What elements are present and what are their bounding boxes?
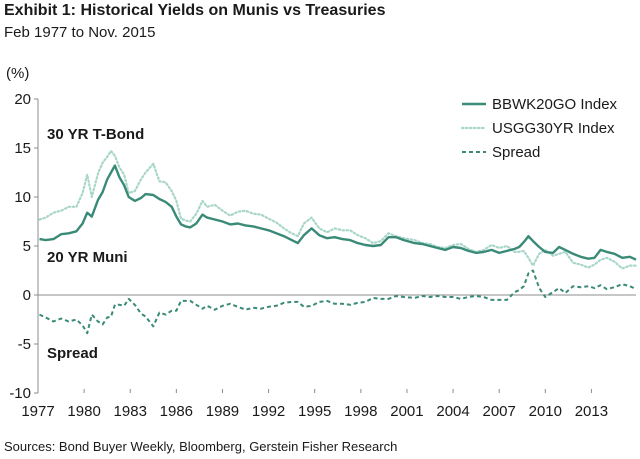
source-note: Sources: Bond Buyer Weekly, Bloomberg, G… xyxy=(4,439,398,454)
chart-title: Exhibit 1: Historical Yields on Munis vs… xyxy=(4,2,386,19)
y-tick-label: 5 xyxy=(23,238,31,255)
annotation-30yr-tbond: 30 YR T-Bond xyxy=(47,126,144,143)
x-tick-label: 2010 xyxy=(529,403,562,420)
annotation-20yr-muni: 20 YR Muni xyxy=(47,249,128,266)
x-tick-label: 1980 xyxy=(67,403,100,420)
legend-label: Spread xyxy=(492,144,540,161)
y-tick-label: 0 xyxy=(23,287,31,304)
x-tick-label: 1977 xyxy=(21,403,54,420)
x-tick-label: 1992 xyxy=(252,403,285,420)
x-tick-label: 2004 xyxy=(436,403,469,420)
y-tick-label: 15 xyxy=(14,140,31,157)
x-tick-label: 1983 xyxy=(114,403,147,420)
x-tick-label: 1995 xyxy=(298,403,331,420)
y-tick-label: -5 xyxy=(18,336,31,353)
chart-subtitle: Feb 1977 to Nov. 2015 xyxy=(4,24,156,41)
annotation-spread: Spread xyxy=(47,345,98,362)
x-tick-label: 1986 xyxy=(160,403,193,420)
legend-label: BBWK20GO Index xyxy=(492,96,618,113)
x-tick-label: 1998 xyxy=(344,403,377,420)
x-tick-label: 1989 xyxy=(206,403,239,420)
y-tick-label: 20 xyxy=(14,91,31,108)
x-tick-label: 2001 xyxy=(390,403,423,420)
x-tick-label: 2013 xyxy=(575,403,608,420)
series-line-bbwk20go-index xyxy=(39,164,637,261)
series-line-usgg30yr-index xyxy=(38,149,638,270)
y-tick-label: -10 xyxy=(9,385,31,402)
x-tick-label: 2007 xyxy=(482,403,515,420)
y-axis-unit-label: (%) xyxy=(6,65,29,82)
series-line-spread xyxy=(39,269,637,335)
legend-label: USGG30YR Index xyxy=(492,120,615,137)
legend: BBWK20GO Index USGG30YR Index Spread xyxy=(460,96,618,161)
y-tick-label: 10 xyxy=(14,189,31,206)
